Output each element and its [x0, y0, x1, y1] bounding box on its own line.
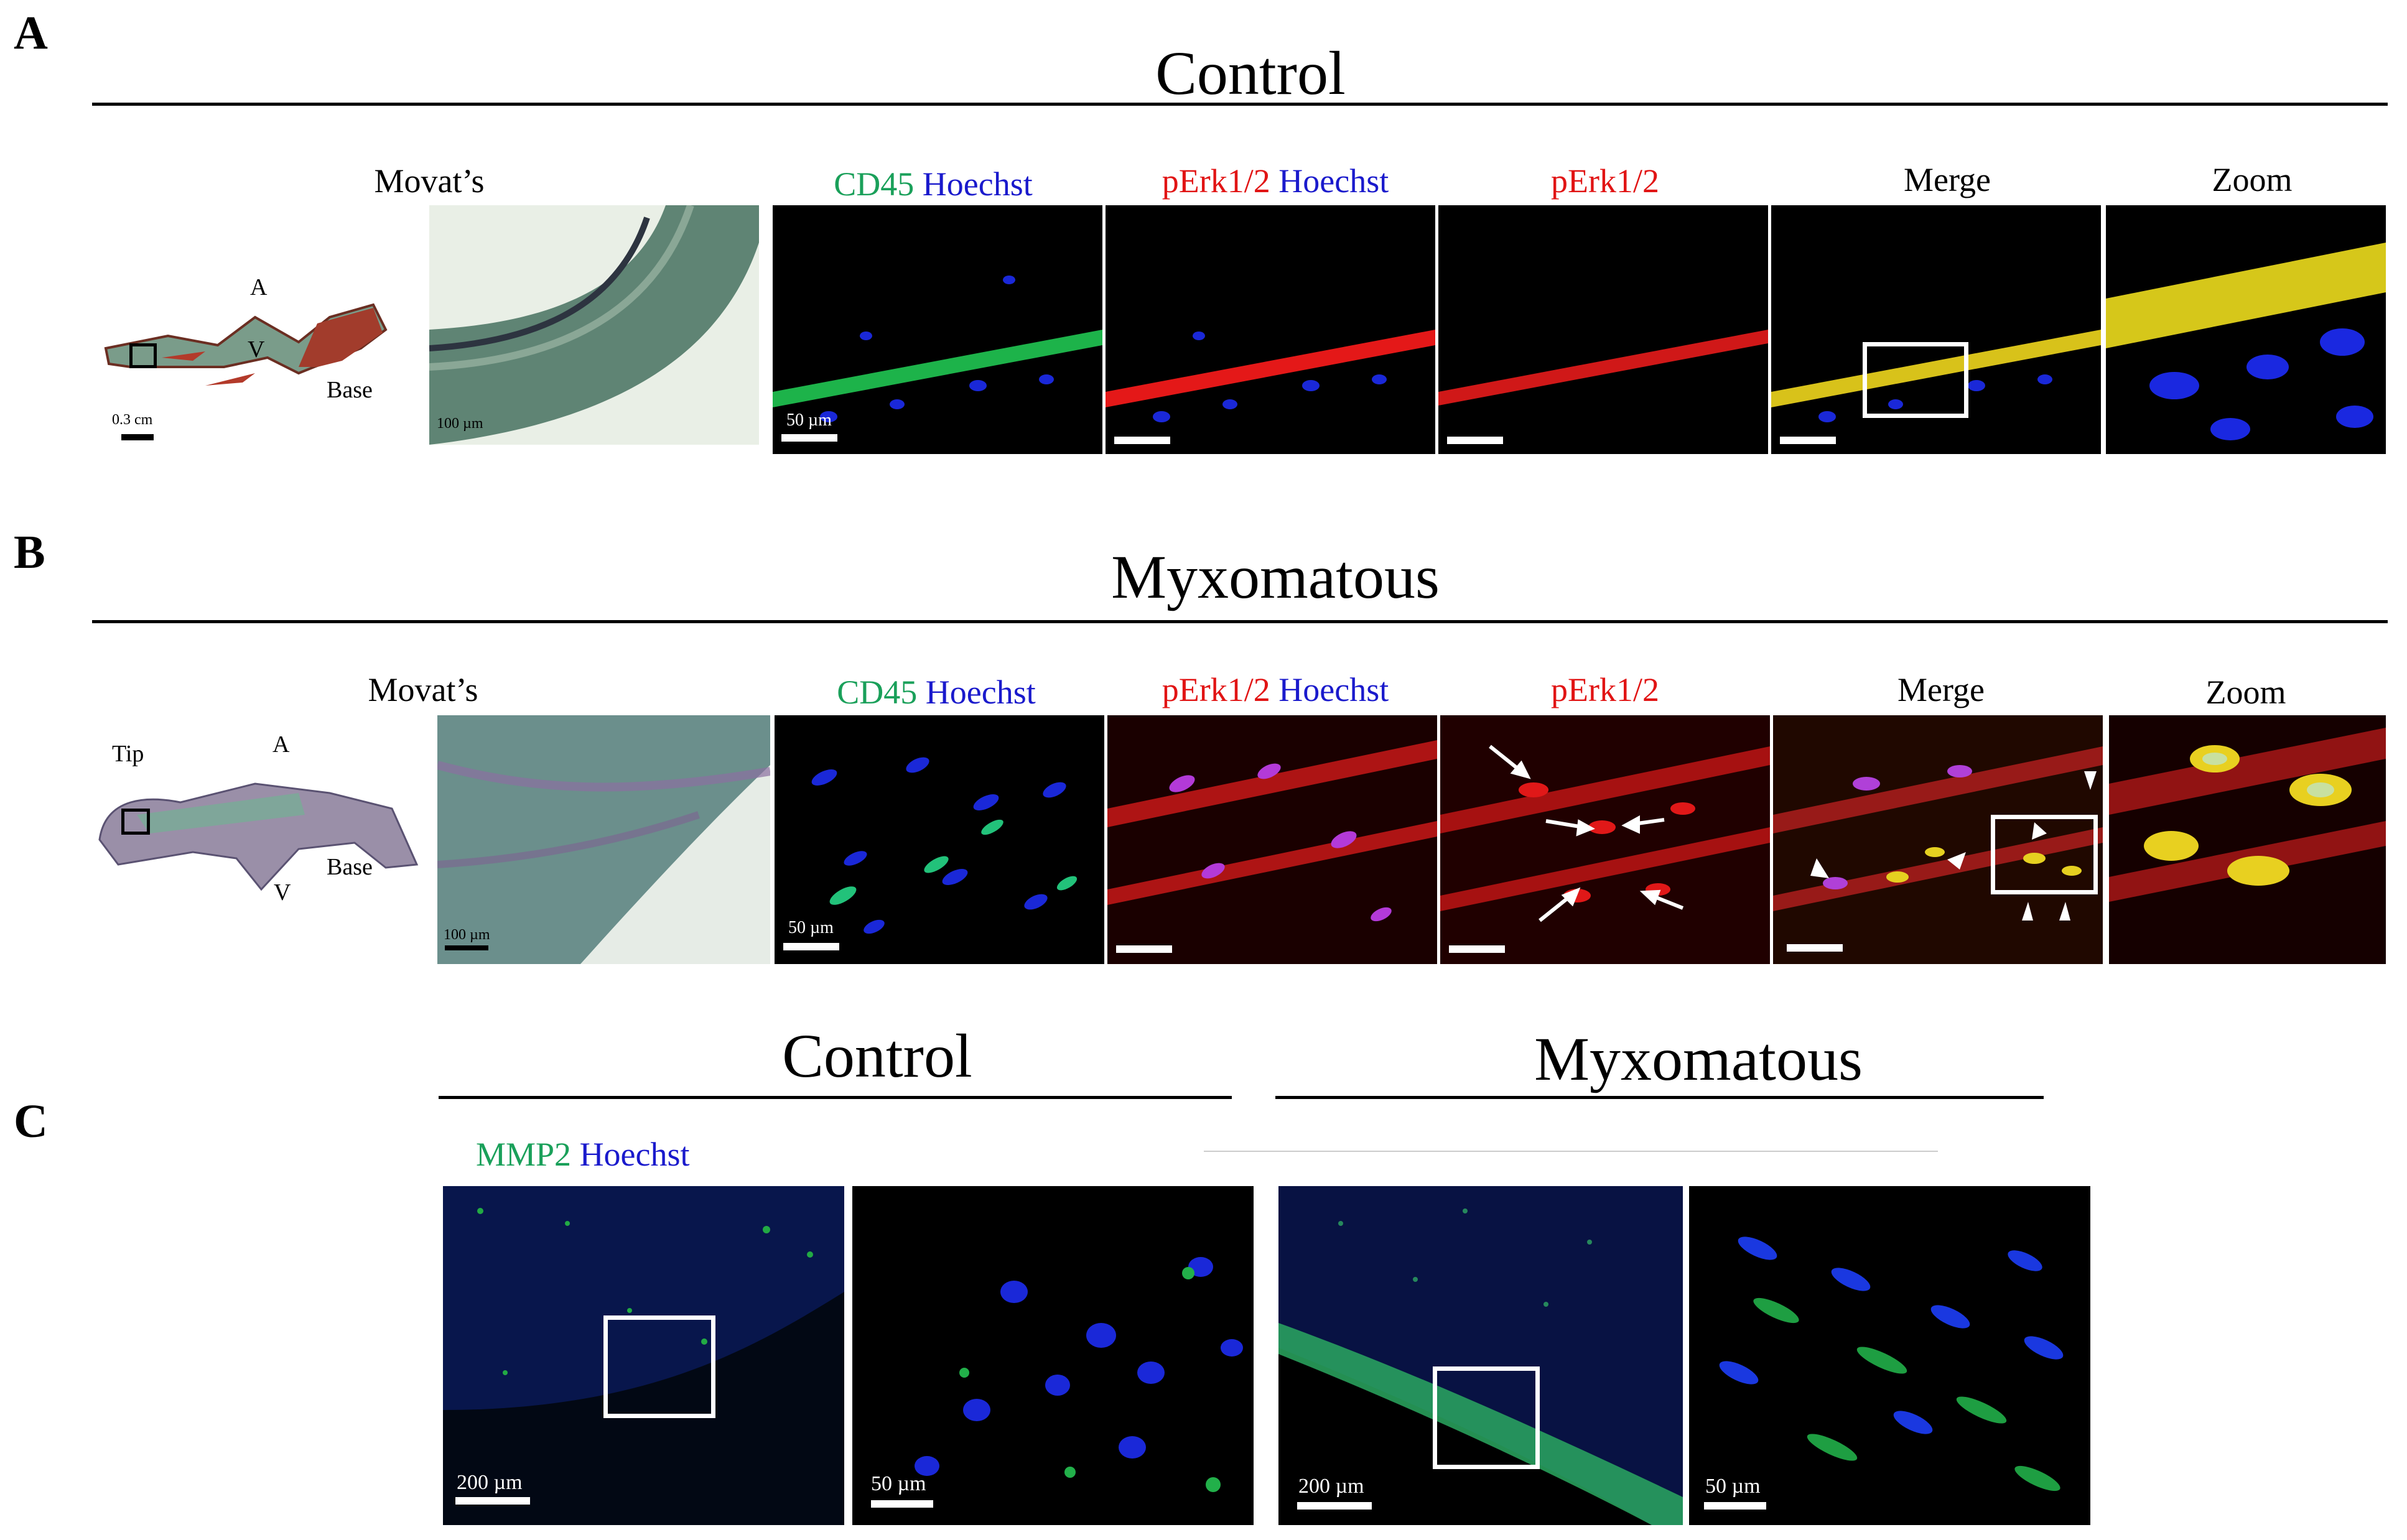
- hoechst-label: Hoechst: [1278, 162, 1389, 200]
- panel-letter-a: A: [14, 7, 48, 59]
- panel-b-valve-overview: [93, 759, 429, 908]
- scale-bar: [1449, 945, 1505, 953]
- panel-a-header-cd45-hoechst: CD45 Hoechst: [778, 165, 1089, 203]
- zoom-box: [603, 1315, 715, 1418]
- mmp2-label: MMP2: [476, 1136, 572, 1173]
- valve-label-v: V: [274, 879, 291, 906]
- scale-bar-label: 50 µm: [1705, 1475, 1761, 1498]
- valve-scale-label: 0.3 cm: [112, 412, 153, 428]
- panel-c-myxomatous-high-mag-image: 50 µm: [1689, 1186, 2090, 1525]
- panel-a-divider: [92, 103, 2388, 106]
- panel-b-perk-image: [1440, 715, 1770, 964]
- scale-bar: [783, 943, 839, 950]
- movat-scale-label: 100 µm: [437, 415, 483, 432]
- panel-c-title-myxomatous: Myxomatous: [1534, 1024, 1863, 1093]
- panel-c-divider-myxomatous: [1275, 1096, 2044, 1099]
- panel-a-header-movat: Movat’s: [374, 162, 485, 200]
- valve-roi-box: [129, 343, 157, 368]
- panel-b-movat-image: 100 µm: [437, 715, 770, 964]
- scale-bar: [1297, 1502, 1372, 1510]
- panel-a-header-perk: pErk1/2: [1551, 162, 1659, 200]
- panel-c-faint-rule: [1204, 1151, 1938, 1152]
- zoom-box: [1433, 1366, 1540, 1469]
- panel-b-header-cd45-hoechst: CD45 Hoechst: [781, 673, 1092, 712]
- panel-b-zoom-image: [2109, 715, 2386, 964]
- hoechst-label: Hoechst: [579, 1136, 690, 1173]
- panel-b-header-movat: Movat’s: [368, 671, 478, 708]
- panel-c-control-high-mag-image: 50 µm: [852, 1186, 1254, 1525]
- scale-bar-label: 50 µm: [871, 1472, 926, 1495]
- scale-bar: [1116, 945, 1172, 953]
- scale-bar-label: 200 µm: [1298, 1475, 1364, 1498]
- scale-bar-label: 50 µm: [786, 411, 832, 430]
- valve-roi-box: [121, 809, 150, 835]
- hoechst-label: Hoechst: [925, 674, 1036, 711]
- perk-label: pErk1/2: [1162, 671, 1270, 708]
- valve-label-tip: Tip: [112, 741, 144, 767]
- panel-a-movat-image: 100 µm: [429, 205, 759, 445]
- scale-bar: [781, 434, 837, 442]
- valve-label-base: Base: [327, 377, 373, 403]
- panel-a-header-merge: Merge: [1904, 161, 1991, 198]
- panel-c-myxomatous-low-mag-image: 200 µm: [1278, 1186, 1683, 1525]
- panel-c-divider-control: [439, 1096, 1232, 1099]
- panel-c-title-control: Control: [782, 1021, 972, 1090]
- scale-bar: [1704, 1502, 1766, 1510]
- scale-bar: [871, 1500, 933, 1508]
- valve-label-base: Base: [327, 854, 373, 880]
- panel-a-title: Control: [1155, 39, 1346, 108]
- panel-b-title: Myxomatous: [1111, 542, 1440, 611]
- panel-a-zoom-image: [2106, 205, 2386, 454]
- scale-bar-label: 200 µm: [457, 1471, 523, 1494]
- movat-scale-label: 100 µm: [444, 927, 490, 943]
- panel-b-header-perk-hoechst: pErk1/2 Hoechst: [1114, 670, 1437, 709]
- valve-outline-image: [104, 303, 388, 386]
- panel-a-header-perk-hoechst: pErk1/2 Hoechst: [1114, 162, 1437, 200]
- panel-c-stain-label: MMP2 Hoechst: [476, 1135, 690, 1174]
- panel-a-cd45-hoechst-image: 50 µm: [773, 205, 1102, 454]
- scale-bar: [1447, 437, 1503, 444]
- scale-bar-label: 50 µm: [788, 918, 834, 937]
- scale-bar: [1114, 437, 1170, 444]
- panel-b-perk-hoechst-image: [1107, 715, 1437, 964]
- scale-bar: [445, 945, 488, 950]
- merge-zoom-box: [1991, 815, 2098, 894]
- perk-label: pErk1/2: [1162, 162, 1270, 200]
- valve-label-a: A: [272, 731, 290, 758]
- panel-b-divider: [92, 620, 2388, 623]
- cd45-label: CD45: [834, 165, 915, 203]
- panel-b-cd45-hoechst-image: 50 µm: [775, 715, 1104, 964]
- scale-bar: [455, 1497, 530, 1505]
- panel-b-header-perk: pErk1/2: [1551, 671, 1659, 708]
- scale-bar: [1780, 437, 1836, 444]
- panel-letter-b: B: [14, 526, 45, 578]
- panel-b-header-merge: Merge: [1897, 671, 1985, 708]
- panel-a-merge-image: [1771, 205, 2101, 454]
- valve-label-a: A: [250, 274, 268, 300]
- scale-bar: [1787, 944, 1843, 952]
- panel-a-perk-image: [1438, 205, 1768, 454]
- merge-zoom-box: [1863, 342, 1968, 418]
- hoechst-label: Hoechst: [1278, 671, 1389, 708]
- cd45-label: CD45: [837, 674, 918, 711]
- valve-outline-image: [98, 782, 419, 891]
- panel-c-control-low-mag-image: 200 µm: [443, 1186, 844, 1525]
- panel-a-header-zoom: Zoom: [2212, 161, 2293, 198]
- panel-a-perk-hoechst-image: [1106, 205, 1435, 454]
- panel-b-header-zoom: Zoom: [2205, 674, 2286, 711]
- panel-a-valve-overview: [93, 274, 417, 435]
- panel-letter-c: C: [14, 1095, 48, 1148]
- valve-label-v: V: [248, 336, 265, 363]
- panel-b-merge-image: [1773, 715, 2103, 964]
- hoechst-label: Hoechst: [922, 165, 1033, 203]
- valve-scale-bar: [121, 434, 154, 440]
